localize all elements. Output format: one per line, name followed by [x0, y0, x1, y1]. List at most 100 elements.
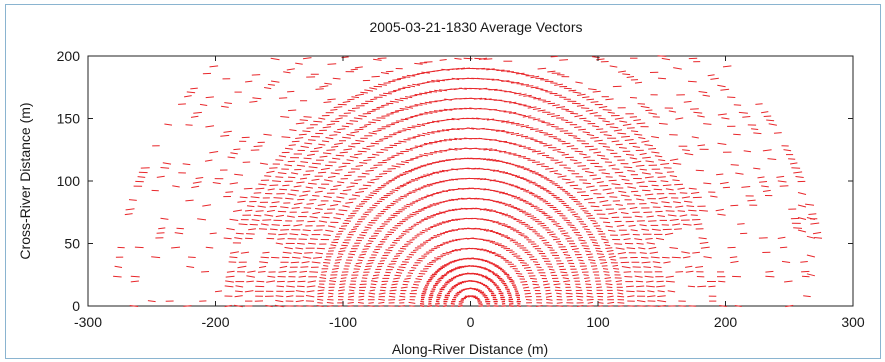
vector-mark [416, 72, 425, 75]
vector-mark [287, 176, 296, 179]
vector-mark [543, 133, 553, 136]
vector-mark [323, 195, 332, 198]
vector-mark [398, 197, 404, 199]
vector-mark [263, 133, 272, 136]
vector-mark [478, 87, 488, 90]
vector-mark [573, 162, 582, 164]
vector-mark [260, 223, 269, 226]
vector-mark [419, 231, 425, 234]
vector-mark [317, 289, 325, 292]
vector-mark [590, 101, 599, 103]
vector-mark [581, 168, 590, 170]
vector-mark [424, 228, 431, 230]
vector-mark [256, 280, 265, 283]
vector-mark [730, 164, 739, 166]
vector-mark [124, 213, 133, 216]
vector-mark [234, 295, 243, 298]
vector-mark [442, 252, 450, 255]
vector-mark [674, 183, 684, 186]
vector-mark [227, 156, 236, 159]
vector-mark [451, 178, 458, 181]
vector-mark [445, 241, 452, 243]
vector-mark [392, 280, 399, 283]
vector-mark [386, 204, 394, 207]
vector-mark [693, 223, 703, 226]
vector-mark [348, 253, 355, 256]
vector-mark [665, 275, 674, 278]
vector-mark [385, 206, 391, 209]
vector-mark [641, 228, 650, 231]
vector-mark [408, 169, 415, 172]
vector-mark [346, 185, 355, 188]
vector-mark [371, 75, 380, 78]
vector-mark [412, 211, 420, 214]
vector-mark [386, 123, 395, 126]
vector-mark [643, 266, 651, 268]
vector-mark [435, 212, 443, 215]
vector-mark [436, 244, 443, 247]
vector-mark [301, 233, 309, 236]
vector-mark [302, 229, 311, 232]
vector-mark [580, 223, 587, 225]
vector-mark [262, 219, 272, 221]
vector-mark [761, 185, 769, 188]
vector-mark [600, 261, 608, 264]
vector-mark [489, 270, 494, 273]
vector-mark [669, 158, 679, 161]
vector-mark [368, 295, 375, 298]
vector-mark [339, 247, 347, 250]
vector-mark [374, 248, 381, 251]
x-tick-label: 100 [586, 314, 610, 330]
vector-mark [372, 129, 382, 133]
vector-mark [278, 97, 288, 99]
vector-mark [443, 305, 447, 307]
vector-mark [455, 218, 461, 221]
vector-mark [405, 159, 414, 162]
vector-mark [259, 265, 267, 269]
vector-mark [571, 248, 579, 251]
vector-mark [402, 172, 409, 174]
vector-mark [137, 176, 146, 178]
vector-mark [511, 195, 517, 198]
vector-mark [317, 203, 326, 206]
vector-mark [508, 216, 514, 218]
vector-mark [398, 305, 406, 307]
vector-mark [586, 98, 595, 101]
vector-mark [426, 70, 436, 73]
vector-mark [556, 305, 564, 307]
vector-mark [657, 215, 665, 217]
vector-mark [515, 272, 523, 275]
vector-mark [345, 201, 354, 204]
vector-mark [653, 188, 663, 191]
vector-mark [537, 67, 547, 70]
y-tick-label: 100 [57, 173, 81, 189]
vector-mark [273, 197, 283, 199]
vector-mark [618, 147, 627, 149]
vector-mark [410, 157, 419, 160]
vector-mark [364, 226, 372, 229]
vector-mark [251, 219, 260, 222]
vector-mark [326, 302, 334, 304]
vector-mark [205, 125, 215, 128]
vector-mark [617, 132, 627, 135]
vector-mark [592, 177, 602, 180]
vector-mark [606, 286, 613, 288]
vector-mark [348, 286, 356, 289]
vector-mark [354, 179, 362, 181]
vector-mark [510, 82, 520, 84]
vector-mark [524, 251, 531, 254]
vector-mark [296, 181, 305, 184]
vector-mark [586, 133, 595, 137]
vector-mark [814, 237, 823, 239]
vector-mark [777, 236, 786, 239]
vector-mark [532, 118, 541, 121]
vector-mark [293, 224, 303, 227]
vector-mark [479, 291, 485, 294]
vector-mark [762, 149, 772, 152]
vector-mark [601, 172, 610, 175]
vector-mark [513, 112, 522, 116]
vector-mark [690, 191, 700, 194]
vector-mark [482, 275, 487, 278]
vector-mark [596, 286, 602, 289]
vector-mark [548, 192, 555, 195]
